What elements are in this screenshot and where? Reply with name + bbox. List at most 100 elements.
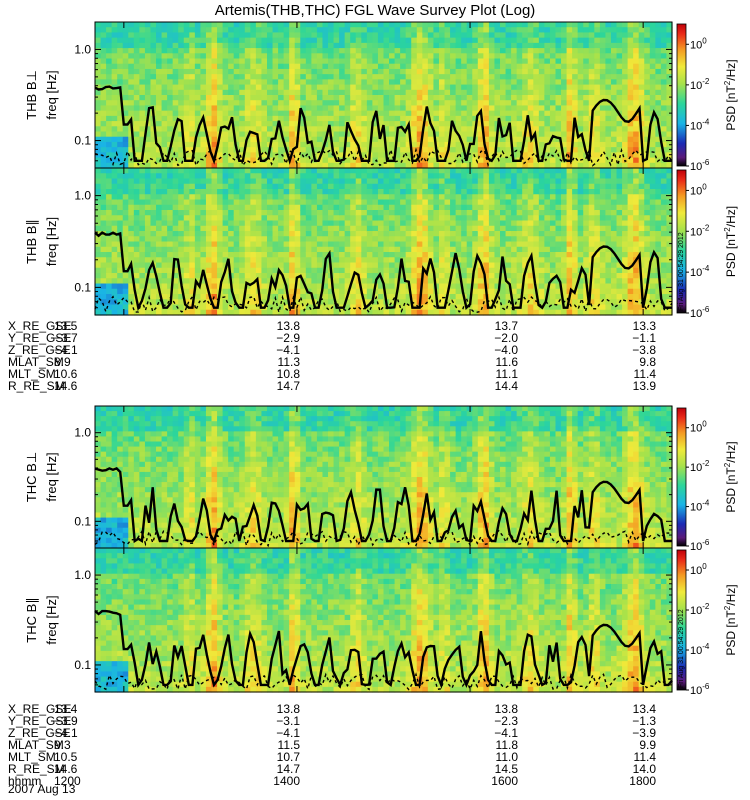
heatmap-cell	[361, 236, 368, 243]
heatmap-cell	[200, 37, 207, 44]
heatmap-cell	[278, 63, 285, 70]
heatmap-cell	[122, 262, 129, 269]
heatmap-cell	[228, 42, 235, 49]
heatmap-cell	[427, 27, 435, 34]
heatmap-cell	[100, 105, 107, 112]
heatmap-cell	[605, 58, 612, 65]
heatmap-cell	[383, 89, 390, 96]
heatmap-cell	[461, 141, 468, 148]
heatmap-cell	[461, 236, 468, 243]
heatmap-cell	[139, 304, 146, 311]
heatmap-cell	[350, 152, 357, 159]
heatmap-cell	[322, 194, 329, 201]
heatmap-cell	[383, 27, 390, 34]
heatmap-cell	[239, 225, 246, 232]
heatmap-cell	[472, 236, 479, 243]
heatmap-cell	[572, 95, 579, 101]
heatmap-cell	[161, 194, 168, 201]
heatmap-cell	[211, 121, 218, 127]
heatmap-cell	[244, 215, 251, 222]
heatmap-cell	[217, 210, 224, 216]
heatmap-cell	[666, 147, 673, 153]
heatmap-cell	[527, 152, 534, 159]
heatmap-cell	[555, 95, 562, 101]
heatmap-cell	[133, 105, 140, 112]
heatmap-cell	[322, 100, 329, 107]
heatmap-cell	[511, 147, 518, 153]
heatmap-cell	[394, 152, 401, 159]
heatmap-cell	[361, 48, 368, 54]
heatmap-cell	[544, 42, 551, 49]
heatmap-cell	[466, 194, 473, 201]
heatmap-cell	[111, 100, 118, 107]
heatmap-cell	[638, 100, 645, 107]
heatmap-cell	[427, 210, 435, 216]
heatmap-cell	[588, 22, 595, 28]
heatmap-cell	[161, 110, 168, 117]
heatmap-cell	[339, 100, 346, 107]
heatmap-cell	[477, 189, 484, 195]
heatmap-cell	[122, 89, 129, 96]
heatmap-cell	[355, 68, 362, 75]
heatmap-cell	[466, 236, 473, 243]
heatmap-cell	[450, 241, 457, 248]
heatmap-cell	[156, 225, 163, 232]
heatmap-cell	[200, 79, 207, 86]
heatmap-cell	[644, 79, 651, 86]
heatmap-cell	[239, 210, 246, 216]
heatmap-cell	[633, 79, 640, 86]
heatmap-cell	[366, 288, 374, 295]
heatmap-cell	[266, 231, 274, 237]
heatmap-cell	[400, 215, 407, 222]
heatmap-cell	[344, 231, 351, 237]
heatmap-cell	[444, 126, 451, 133]
heatmap-cell	[511, 27, 518, 34]
heatmap-cell	[300, 262, 307, 269]
heatmap-cell	[577, 105, 584, 112]
heatmap-cell	[488, 309, 496, 316]
heatmap-cell	[416, 79, 423, 86]
heatmap-cell	[666, 48, 673, 54]
heatmap-cell	[311, 309, 318, 316]
heatmap-cell	[344, 22, 351, 28]
heatmap-cell	[294, 225, 301, 232]
heatmap-cell	[466, 278, 473, 285]
heatmap-cell	[438, 204, 446, 211]
heatmap-cell	[261, 168, 268, 174]
heatmap-cell	[649, 89, 656, 96]
heatmap-cell	[483, 68, 490, 75]
heatmap-cell	[156, 152, 163, 159]
heatmap-cell	[144, 147, 152, 153]
heatmap-cell	[300, 194, 307, 201]
heatmap-cell	[605, 115, 612, 122]
heatmap-cell	[255, 115, 263, 122]
heatmap-cell	[167, 246, 174, 253]
heatmap-cell	[250, 105, 257, 112]
heatmap-cell	[472, 162, 479, 169]
heatmap-cell	[339, 231, 346, 237]
heatmap-cell	[161, 215, 168, 222]
heatmap-cell	[400, 121, 407, 127]
heatmap-cell	[583, 126, 590, 133]
heatmap-cell	[400, 241, 407, 248]
heatmap-cell	[150, 84, 157, 91]
heatmap-cell	[394, 241, 401, 248]
heatmap-cell	[405, 48, 412, 54]
heatmap-cell	[95, 162, 102, 169]
heatmap-cell	[100, 136, 107, 143]
heatmap-cell	[222, 115, 229, 122]
heatmap-cell	[516, 42, 523, 49]
heatmap-cell	[194, 37, 202, 44]
heatmap-cell	[289, 110, 296, 117]
heatmap-cell	[372, 105, 379, 112]
heatmap-cell	[95, 257, 102, 264]
heatmap-cell	[405, 136, 412, 143]
heatmap-cell	[483, 126, 490, 133]
heatmap-cell	[666, 42, 673, 49]
heatmap-cell	[616, 141, 623, 148]
heatmap-cell	[577, 89, 584, 96]
heatmap-cell	[211, 74, 218, 80]
heatmap-cell	[328, 225, 335, 232]
heatmap-cell	[444, 283, 451, 290]
heatmap-cell	[189, 121, 196, 127]
